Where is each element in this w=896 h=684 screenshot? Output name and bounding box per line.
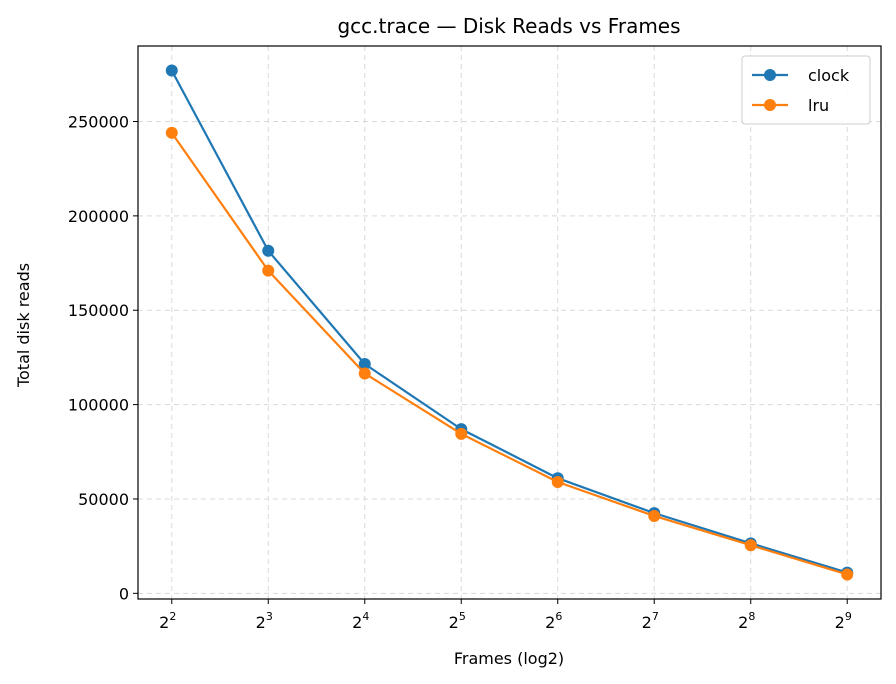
x-tick-exponent: 4 bbox=[362, 610, 369, 623]
chart-title: gcc.trace — Disk Reads vs Frames bbox=[337, 14, 680, 38]
data-point-clock bbox=[358, 358, 371, 371]
x-tick-label: 29 bbox=[835, 610, 852, 632]
legend-marker-clock bbox=[764, 69, 776, 81]
y-axis-label: Total disk reads bbox=[14, 263, 33, 388]
x-tick-exponent: 7 bbox=[652, 610, 659, 623]
x-tick-exponent: 8 bbox=[748, 610, 755, 623]
series-layer bbox=[165, 64, 854, 581]
data-point-lru bbox=[165, 126, 178, 139]
x-tick-label: 24 bbox=[352, 610, 369, 632]
x-tick-exponent: 3 bbox=[266, 610, 273, 623]
x-tick-label: 26 bbox=[545, 610, 562, 632]
y-tick-label: 0 bbox=[119, 584, 129, 603]
y-tick-label: 250000 bbox=[68, 112, 129, 131]
data-point-lru bbox=[262, 264, 275, 277]
data-point-lru bbox=[744, 539, 757, 552]
plot-frame bbox=[137, 45, 882, 600]
y-tick-label: 50000 bbox=[78, 490, 129, 509]
legend: clock lru bbox=[741, 55, 871, 125]
x-tick-exponent: 6 bbox=[555, 610, 562, 623]
x-tick-label: 22 bbox=[159, 610, 176, 632]
x-tick-exponent: 2 bbox=[169, 610, 176, 623]
x-tick-label: 25 bbox=[449, 610, 466, 632]
y-tick-label: 150000 bbox=[68, 301, 129, 320]
data-point-lru bbox=[358, 367, 371, 380]
legend-label-lru: lru bbox=[808, 96, 829, 115]
series-line-lru bbox=[170, 132, 848, 576]
data-point-lru bbox=[455, 427, 468, 440]
grid-lines bbox=[138, 46, 881, 599]
legend-marker-lru bbox=[764, 99, 776, 111]
data-point-clock bbox=[262, 244, 275, 257]
legend-box bbox=[741, 55, 871, 125]
y-tick-label: 100000 bbox=[68, 396, 129, 415]
data-point-clock bbox=[165, 64, 178, 77]
data-point-lru bbox=[841, 568, 854, 581]
x-tick-label: 28 bbox=[738, 610, 755, 632]
data-point-lru bbox=[648, 509, 661, 522]
x-tick-exponent: 9 bbox=[845, 610, 852, 623]
x-tick-label: 27 bbox=[642, 610, 659, 632]
y-tick-label: 200000 bbox=[68, 207, 129, 226]
x-tick-exponent: 5 bbox=[459, 610, 466, 623]
x-axis-label: Frames (log2) bbox=[454, 649, 564, 668]
series-line-clock bbox=[170, 70, 848, 574]
legend-label-clock: clock bbox=[808, 66, 850, 85]
x-tick-label: 23 bbox=[256, 610, 273, 632]
data-point-lru bbox=[551, 475, 564, 488]
